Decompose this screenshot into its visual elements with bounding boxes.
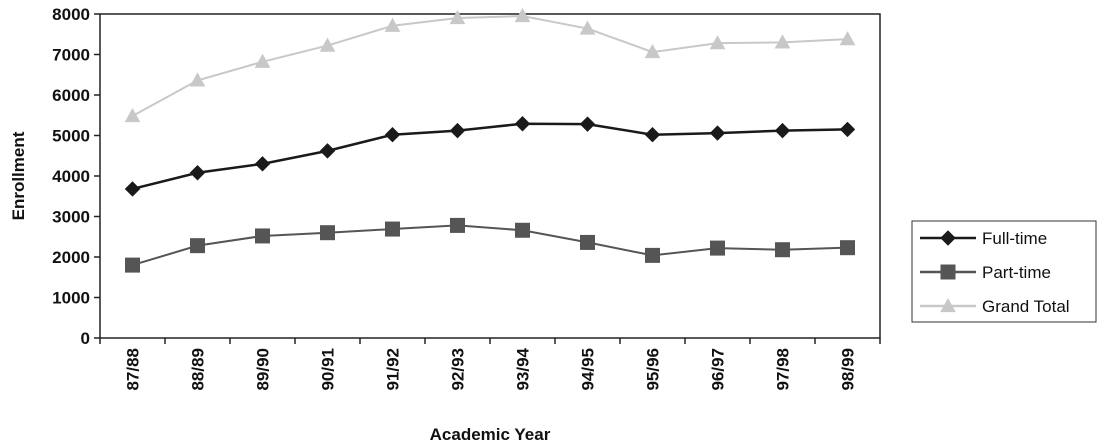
data-point: [319, 37, 336, 52]
legend-item: Part-time: [920, 263, 1051, 282]
data-point: [774, 34, 791, 49]
x-tick-label: 94/95: [579, 348, 598, 391]
series-full-time: [124, 116, 856, 197]
y-tick-label: 4000: [52, 167, 90, 186]
legend-label: Full-time: [982, 229, 1047, 248]
data-point: [189, 165, 206, 181]
data-point: [449, 122, 466, 139]
data-point: [515, 222, 530, 238]
data-point: [254, 156, 271, 172]
y-tick-label: 2000: [52, 248, 90, 267]
data-point: [190, 238, 205, 254]
y-tick-label: 8000: [52, 5, 90, 24]
legend-label: Grand Total: [982, 297, 1070, 316]
y-tick-label: 6000: [52, 86, 90, 105]
data-point: [189, 72, 206, 87]
data-point: [514, 7, 531, 23]
series-line: [132, 224, 848, 267]
y-tick-label: 1000: [52, 289, 90, 308]
legend-label: Part-time: [982, 263, 1051, 282]
data-point: [254, 53, 271, 68]
x-tick-label: 89/90: [254, 348, 273, 391]
series-layer: [124, 7, 856, 273]
data-point: [645, 247, 660, 263]
data-point: [124, 108, 141, 123]
data-point: [775, 242, 790, 258]
triangle-marker: [940, 297, 956, 313]
data-point: [124, 181, 141, 197]
data-point: [255, 228, 270, 244]
series-line: [132, 15, 848, 117]
data-point: [644, 126, 661, 143]
x-tick-label: 90/91: [319, 348, 338, 391]
y-tick-label: 3000: [52, 208, 90, 227]
x-tick-label: 98/99: [839, 348, 858, 391]
x-tick-label: 93/94: [514, 347, 533, 390]
y-tick-label: 5000: [52, 127, 90, 146]
data-point: [644, 44, 661, 59]
data-point: [384, 17, 401, 32]
data-point: [579, 116, 596, 132]
series-part-time: [125, 217, 855, 273]
y-tick-label: 7000: [52, 46, 90, 65]
legend-item: Grand Total: [920, 297, 1070, 316]
diamond-marker: [940, 230, 956, 246]
data-point: [774, 122, 791, 139]
legend-items: Full-time Part-time Grand Total: [920, 229, 1070, 316]
x-tick-label: 95/96: [644, 348, 663, 391]
x-tick-label: 96/97: [709, 348, 728, 391]
data-point: [385, 221, 400, 237]
y-axis-ticks: 0 1000 2000 3000 4000 5000 6000 7000 8000: [52, 5, 100, 348]
data-point: [320, 225, 335, 241]
square-marker: [940, 264, 956, 280]
x-tick-label: 91/92: [384, 348, 403, 391]
legend: Full-time Part-time Grand Total: [911, 220, 1097, 323]
data-point: [709, 125, 726, 141]
data-point: [710, 240, 725, 256]
data-point: [709, 35, 726, 50]
data-point: [449, 10, 466, 25]
data-point: [839, 31, 856, 46]
series-grand-total: [124, 7, 856, 123]
data-point: [125, 257, 140, 273]
plot-area: [99, 13, 881, 339]
x-axis-ticks: 87/88 88/89 89/90 90/91 91/92 92/93 93/94 94/95…: [99, 338, 881, 391]
y-axis-title: Enrollment: [9, 131, 28, 220]
data-point: [839, 121, 856, 138]
series-line: [132, 122, 848, 191]
data-point: [450, 217, 465, 233]
data-point: [514, 116, 531, 132]
x-axis-title: Academic Year: [430, 425, 551, 444]
legend-item: Full-time: [920, 229, 1047, 248]
data-point: [840, 240, 855, 256]
data-point: [579, 20, 596, 35]
data-point: [319, 143, 336, 159]
x-tick-label: 97/98: [774, 348, 793, 391]
data-point: [384, 126, 401, 143]
y-tick-label: 0: [81, 329, 90, 348]
x-tick-label: 88/89: [189, 348, 208, 391]
data-point: [580, 234, 595, 250]
x-tick-label: 92/93: [449, 348, 468, 391]
x-tick-label: 87/88: [124, 348, 143, 391]
